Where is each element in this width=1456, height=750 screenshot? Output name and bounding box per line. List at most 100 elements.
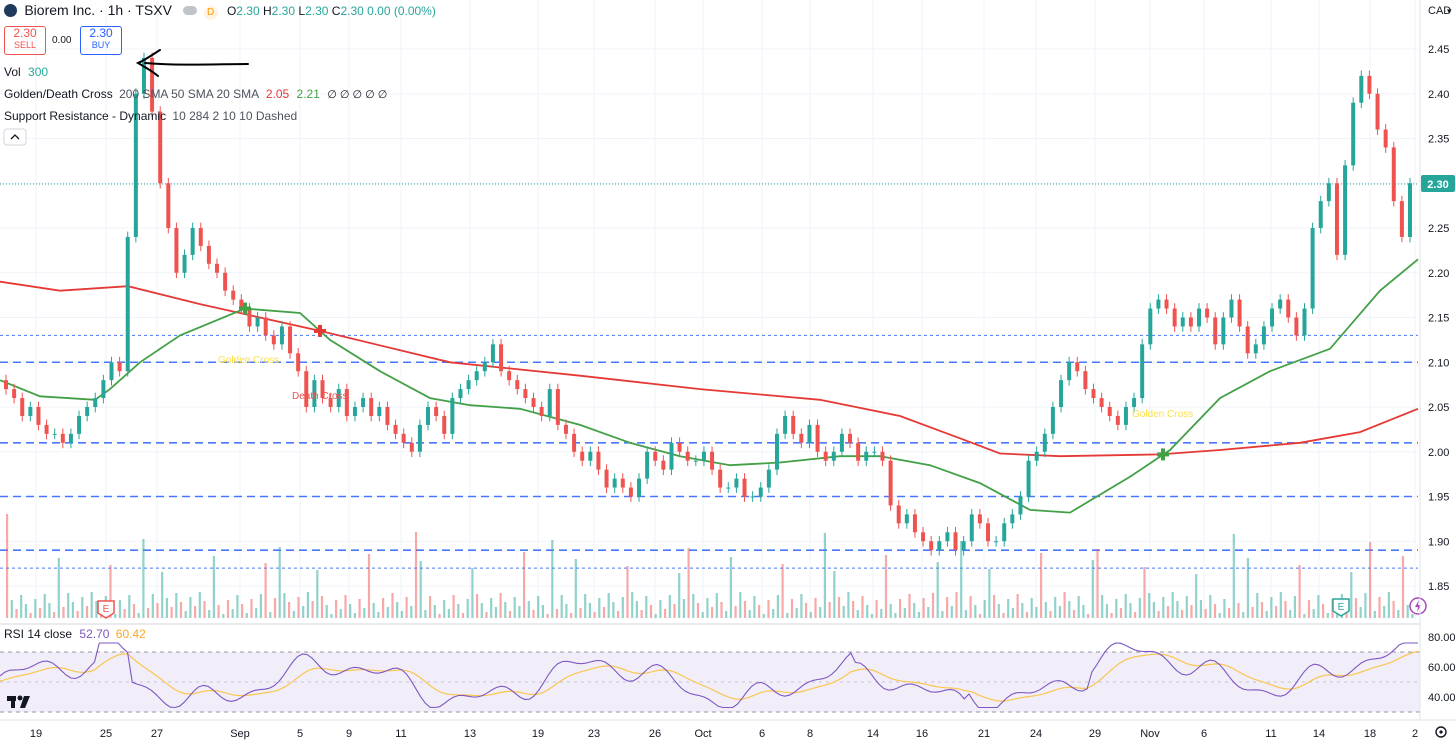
candle-body [645,451,650,479]
candle-body [499,344,504,372]
candle-body [450,398,455,434]
time-tick-label: 18 [1364,728,1376,740]
earnings-marker-2[interactable]: E [1332,598,1350,617]
golden-cross-marker [243,302,247,315]
sell-button[interactable]: 2.30 SELL [4,26,46,55]
volume-bar [170,607,173,618]
time-tick-label: 11 [1265,728,1276,740]
volume-bar [640,610,643,618]
volume-bar [349,604,352,618]
chevron-down-icon[interactable]: ▾ [1447,6,1452,16]
candle-body [515,380,520,390]
support-resistance-legend[interactable]: Support Resistance - Dynamic 10 284 2 10… [4,109,298,123]
symbol-logo-icon[interactable] [4,4,17,17]
earnings-marker-1[interactable]: E [97,600,115,619]
price-tick-label: 2.35 [1428,134,1449,146]
candle-body [133,93,138,237]
candle-body [539,407,544,416]
volume-bar [358,599,361,618]
volume-bar [1303,614,1306,618]
dividend-marker[interactable] [1409,597,1427,615]
volume-bar [621,597,624,618]
time-tick-label: 6 [759,728,765,740]
volume-bar [466,599,469,618]
symbol-title[interactable]: Biorem Inc. · 1h · TSXV [24,2,172,18]
tradingview-logo[interactable] [7,695,30,709]
volume-bar [654,614,657,618]
sma-200-line [0,280,1419,458]
candle-body [701,451,706,461]
volume-bar [725,611,728,618]
buy-button[interactable]: 2.30 BUY [80,26,122,55]
volume-bar [1270,597,1273,618]
volume-bar [1110,613,1113,618]
settings-gear-icon[interactable] [1435,726,1447,738]
candle-body [1310,228,1315,309]
candle-body [141,57,146,94]
volume-bar [1138,598,1141,618]
candle-body [880,451,885,461]
volume-bar [739,592,742,618]
candle-body [377,407,382,416]
candle-body [1083,371,1088,390]
volume-bar [480,603,483,618]
eye-toggle-icon[interactable] [183,6,198,15]
volume-bar [678,573,681,618]
volume-bar [1044,602,1047,618]
volume-bar [786,613,789,618]
volume-bar [889,604,892,618]
death-cross-marker [318,324,322,337]
volume-bar [687,548,690,618]
earnings-icon-label: E [1338,602,1345,613]
candle-body [1270,308,1275,327]
candle-body [1075,362,1080,372]
price-tick-label: 2.40 [1428,89,1449,101]
candle-body [1002,523,1007,542]
volume-bar [598,598,601,618]
volume-bar [847,592,850,618]
volume-bar [419,561,422,618]
volume-bar [772,609,775,618]
candle-body [1059,380,1064,407]
volume-bar [960,541,963,618]
volume-bar [908,594,911,618]
candle-body [1253,344,1258,354]
volume-bar [588,603,591,618]
volume-bar [335,600,338,618]
candle-body [279,326,284,345]
volume-bar [861,596,864,618]
price-tick-label: 2.15 [1428,313,1449,325]
volume-bar [1397,610,1400,618]
market-status-badge[interactable]: D [203,6,218,20]
volume-bar [1237,603,1240,618]
volume-bar [344,595,347,618]
candle-body [344,389,349,416]
volume-bar [955,592,958,618]
candle-body [93,398,98,407]
rsi-tick-label: 60.00 [1428,662,1456,674]
volume-bar [438,614,441,618]
volume-bar [983,600,986,618]
candle-body [255,317,260,327]
volume-bar [626,566,629,618]
currency-label[interactable]: CAD [1428,5,1452,17]
volume-bar [109,565,112,618]
time-tick-label: 24 [1030,728,1042,740]
volume-bar [805,603,808,618]
volume-bar [241,604,244,618]
volume-bar [132,604,136,618]
volume-legend[interactable]: Vol 300 [4,65,49,79]
volume-bar [555,609,559,618]
candle-body [271,335,276,345]
volume-bar [931,593,935,618]
candle-body [1115,415,1120,425]
golden-death-cross-legend[interactable]: Golden/Death Cross 200 SMA 50 SMA 20 SMA… [4,87,388,101]
candle-body [77,415,82,434]
candle-body [190,228,195,255]
volume-bar [1063,592,1066,618]
volume-bar [612,602,615,618]
collapse-legend-button[interactable] [3,128,27,146]
volume-bar [67,593,70,618]
